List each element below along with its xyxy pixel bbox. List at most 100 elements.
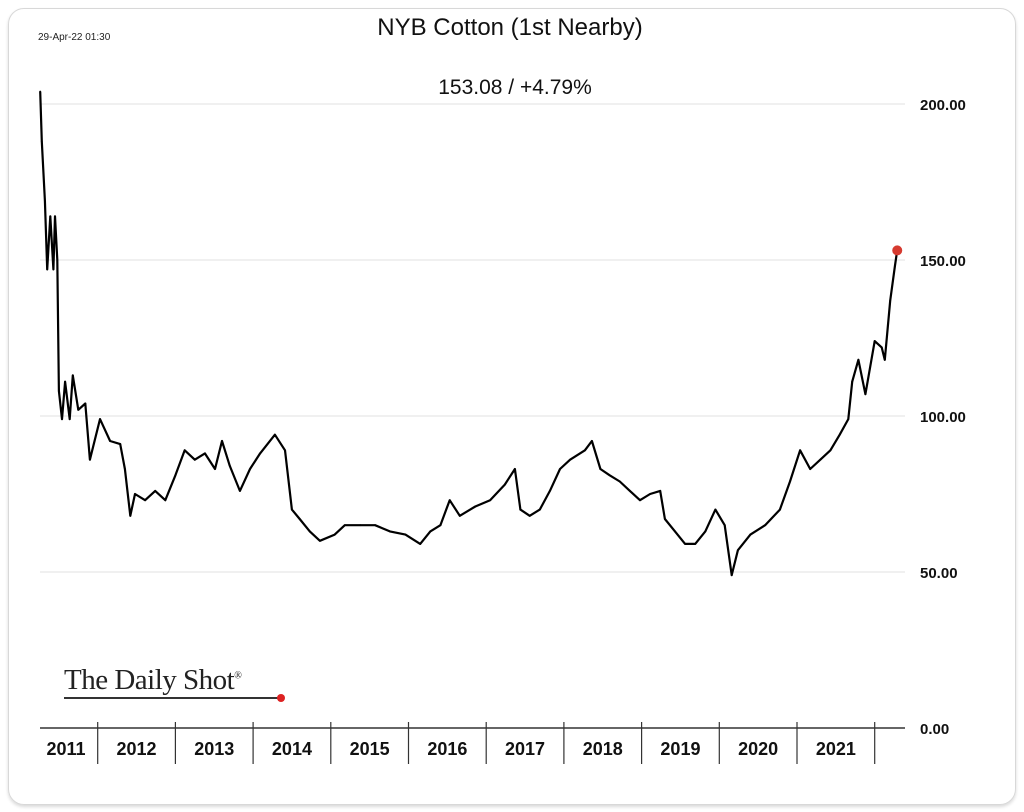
- data-point: [43, 199, 46, 202]
- data-point: [489, 499, 491, 502]
- data-point: [68, 418, 71, 421]
- data-point: [64, 380, 66, 383]
- data-point: [714, 508, 717, 511]
- data-point: [474, 505, 477, 508]
- data-point: [174, 474, 177, 477]
- chart-card: [8, 8, 1016, 805]
- data-point: [319, 539, 321, 542]
- data-point: [448, 499, 451, 502]
- data-point: [259, 452, 261, 455]
- data-point: [789, 480, 791, 483]
- data-point: [84, 402, 87, 405]
- data-point: [538, 508, 541, 511]
- data-point: [809, 468, 812, 470]
- chart-title: NYB Cotton (1st Nearby): [377, 14, 643, 41]
- data-point: [873, 340, 876, 343]
- data-point: [40, 140, 43, 143]
- data-point: [694, 543, 697, 545]
- data-point: [883, 358, 886, 361]
- x-tick-label: 2014: [272, 739, 312, 759]
- y-tick-label: 0.00: [920, 721, 949, 738]
- grid-layer: [40, 103, 905, 573]
- data-point: [864, 393, 867, 396]
- data-point: [618, 480, 621, 483]
- x-tick-label: 2019: [660, 739, 700, 759]
- data-point: [599, 468, 602, 470]
- data-point: [458, 514, 461, 517]
- data-point: [857, 358, 860, 361]
- data-point: [273, 433, 276, 436]
- data-point: [590, 440, 593, 442]
- data-point: [799, 449, 802, 452]
- data-point: [528, 514, 531, 517]
- data-point: [737, 549, 739, 552]
- data-point: [123, 468, 126, 470]
- y-tick-label: 100.00: [920, 409, 966, 426]
- data-point: [894, 265, 896, 268]
- data-point: [109, 440, 112, 442]
- marks-layer: [39, 90, 903, 577]
- data-point: [164, 499, 167, 502]
- data-point: [583, 449, 586, 452]
- data-point: [308, 530, 311, 533]
- data-point: [284, 449, 286, 452]
- y-tick-label: 200.00: [920, 97, 966, 114]
- data-point: [49, 215, 52, 218]
- data-point: [183, 449, 186, 452]
- data-point: [56, 259, 59, 261]
- data-point: [664, 518, 666, 520]
- data-point: [238, 489, 241, 492]
- data-point: [221, 440, 223, 442]
- data-point: [503, 483, 506, 486]
- data-point: [249, 468, 251, 470]
- data-point: [704, 530, 707, 533]
- data-point: [889, 299, 892, 302]
- data-point: [359, 524, 362, 527]
- data-point: [228, 465, 231, 467]
- data-point: [674, 530, 676, 533]
- data-point: [569, 458, 572, 461]
- price-line: [39, 91, 899, 577]
- data-point: [723, 524, 726, 527]
- x-tick-label: 2017: [505, 739, 545, 759]
- data-point: [404, 533, 407, 536]
- x-tick-label: 2013: [194, 739, 234, 759]
- data-point: [429, 530, 432, 533]
- data-point: [54, 215, 56, 218]
- last-value-marker: [892, 245, 903, 256]
- data-point: [608, 474, 611, 477]
- data-point: [291, 508, 293, 511]
- data-point: [639, 499, 641, 502]
- data-point: [847, 418, 850, 421]
- logo-dot: [277, 694, 285, 702]
- data-point: [77, 408, 80, 411]
- data-point: [204, 452, 206, 455]
- data-point: [61, 418, 63, 421]
- source-logo-text: The Daily Shot: [64, 664, 235, 696]
- x-tick-label: 2015: [350, 739, 390, 759]
- data-point: [99, 418, 101, 421]
- data-point: [343, 524, 346, 527]
- data-point: [559, 468, 561, 470]
- data-point: [749, 533, 752, 536]
- data-point: [779, 508, 781, 511]
- data-point: [549, 489, 551, 492]
- x-tick-label: 2012: [117, 739, 157, 759]
- data-point: [39, 90, 42, 93]
- timestamp: 29-Apr-22 01:30: [38, 32, 111, 43]
- data-point: [819, 458, 822, 461]
- data-point: [374, 524, 376, 527]
- data-point: [851, 380, 854, 383]
- data-point: [333, 533, 336, 536]
- x-tick-label: 2018: [583, 739, 623, 759]
- data-point: [193, 458, 196, 461]
- data-point: [764, 524, 767, 527]
- data-point: [629, 489, 631, 492]
- data-point: [419, 543, 422, 545]
- data-point: [154, 489, 157, 492]
- x-tick-label: 2020: [738, 739, 778, 759]
- data-point: [880, 346, 883, 349]
- data-point: [439, 524, 442, 527]
- data-point: [46, 268, 49, 271]
